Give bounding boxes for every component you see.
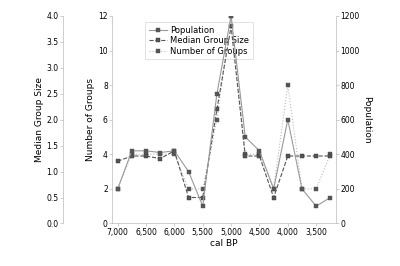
Y-axis label: Population: Population xyxy=(362,96,371,144)
Y-axis label: Median Group Size: Median Group Size xyxy=(35,77,44,162)
Legend: Population, Median Group Size, Number of Groups: Population, Median Group Size, Number of… xyxy=(145,22,253,59)
Y-axis label: Number of Groups: Number of Groups xyxy=(86,78,96,161)
X-axis label: cal BP: cal BP xyxy=(210,239,238,248)
